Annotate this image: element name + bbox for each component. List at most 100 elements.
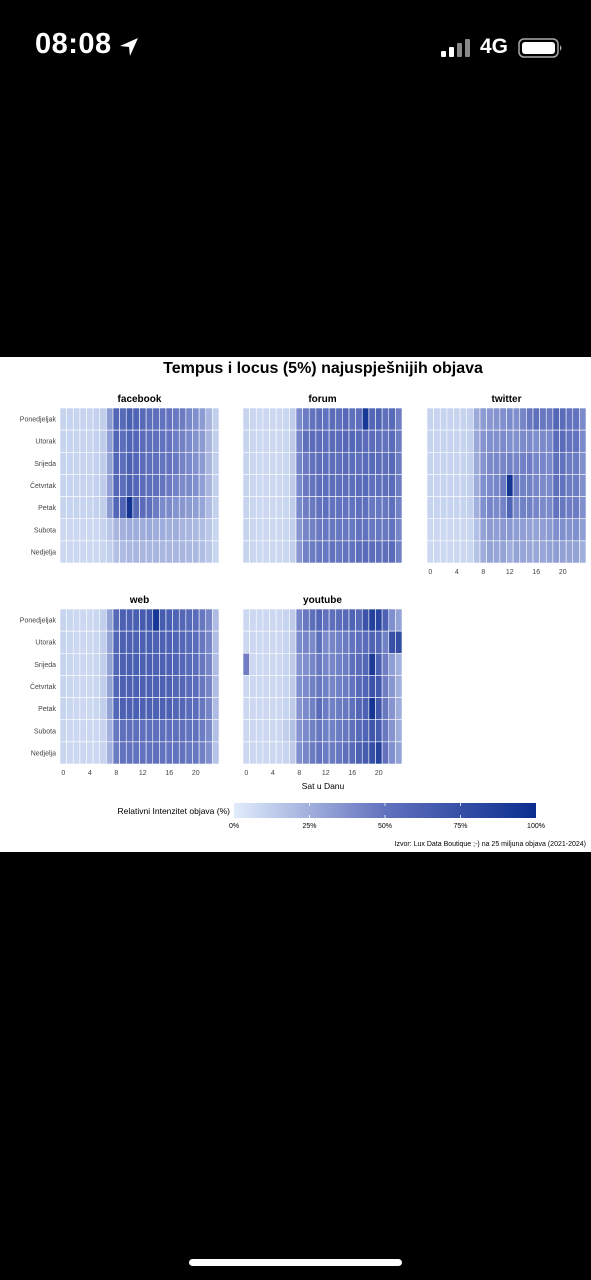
heatmap-cell <box>439 518 448 542</box>
heatmap-cell <box>355 741 363 765</box>
heatmap-cell <box>145 675 154 698</box>
legend-tick-label: 100% <box>527 823 545 830</box>
heatmap-cell <box>178 741 187 765</box>
heatmap-cell <box>388 675 396 698</box>
heatmap-cell <box>466 429 474 453</box>
heatmap-cell <box>322 608 330 632</box>
heatmap-cell <box>545 407 554 431</box>
heatmap-cell <box>466 451 474 475</box>
heatmap-cell <box>152 652 160 676</box>
heatmap-cell <box>159 474 167 497</box>
heatmap-cell <box>139 496 147 520</box>
heatmap-cell <box>375 697 383 721</box>
heatmap-cell <box>192 652 200 676</box>
heatmap-cell <box>72 652 81 676</box>
heatmap-cell <box>459 429 468 453</box>
heatmap-cell <box>426 429 434 453</box>
x-tick-label: 0 <box>428 569 432 576</box>
heatmap-cell <box>499 407 507 431</box>
heatmap-cell <box>165 518 173 542</box>
heatmap-cell <box>453 518 461 542</box>
heatmap-cell <box>289 608 297 632</box>
heatmap-cell <box>388 474 396 497</box>
heatmap-cell <box>335 608 343 632</box>
heatmap-cell <box>125 474 134 497</box>
heatmap-cell <box>355 474 363 497</box>
heatmap-cell <box>526 407 534 431</box>
heatmap-cell <box>348 429 356 453</box>
heatmap-cell <box>361 518 370 542</box>
heatmap-cell <box>381 719 390 743</box>
heatmap-cell <box>192 697 200 721</box>
heatmap-cell <box>328 719 337 743</box>
heatmap-cell <box>178 429 187 453</box>
heatmap-cell <box>92 652 101 676</box>
home-indicator[interactable] <box>189 1259 402 1266</box>
heatmap-cell <box>559 518 567 542</box>
heatmap-cell <box>86 741 94 765</box>
heatmap-cell <box>466 407 474 431</box>
heatmap-cell <box>368 630 376 654</box>
heatmap-cell <box>165 630 173 654</box>
heatmap-cell <box>59 741 67 765</box>
heatmap-cell <box>381 675 390 698</box>
heatmap-cell <box>381 451 390 475</box>
heatmap-cell <box>119 474 127 497</box>
heatmap-cell <box>512 496 521 520</box>
heatmap-cell <box>572 496 580 520</box>
heatmap-cell <box>532 496 540 520</box>
heatmap-cell <box>205 496 213 520</box>
heatmap-cell <box>178 496 187 520</box>
heatmap-cell <box>381 429 390 453</box>
heatmap-cell <box>86 429 94 453</box>
heatmap-cell <box>552 429 560 453</box>
heatmap-cell <box>295 429 303 453</box>
heatmap-cell <box>112 697 120 721</box>
heatmap-cell <box>519 429 527 453</box>
heatmap-cell <box>328 608 337 632</box>
heatmap-cell <box>565 429 574 453</box>
heatmap-cell <box>145 652 154 676</box>
heatmap-cell <box>172 518 180 542</box>
heatmap-cell <box>368 496 376 520</box>
heatmap-cell <box>159 630 167 654</box>
heatmap-cell <box>99 518 107 542</box>
heatmap-cell <box>79 675 87 698</box>
heatmap-cell <box>559 540 567 564</box>
heatmap-cell <box>433 407 441 431</box>
heatmap-cell <box>361 697 370 721</box>
heatmap-cell <box>565 518 574 542</box>
heatmap-cell <box>453 496 461 520</box>
heatmap-cell <box>125 741 134 765</box>
heatmap-cell <box>262 675 270 698</box>
heatmap-cell <box>342 652 350 676</box>
heatmap-cell <box>479 407 487 431</box>
location-arrow-icon <box>120 38 138 56</box>
heatmap-cell <box>119 719 127 743</box>
heatmap-cell <box>59 540 67 564</box>
heatmap-cell <box>368 675 376 698</box>
heatmap-cell <box>159 518 167 542</box>
heatmap-cell <box>86 630 94 654</box>
heatmap-cell <box>152 474 160 497</box>
legend-tick-label: 50% <box>378 823 392 830</box>
heatmap-cell <box>249 741 257 765</box>
heatmap-cell <box>152 630 160 654</box>
heatmap-cell <box>295 630 303 654</box>
heatmap-cell <box>112 496 120 520</box>
heatmap-cell <box>289 652 297 676</box>
heatmap-cell <box>459 451 468 475</box>
heatmap-cell <box>255 719 264 743</box>
heatmap-cell <box>302 474 310 497</box>
heatmap-cell <box>315 518 323 542</box>
heatmap-cell <box>212 608 220 632</box>
heatmap-cell <box>479 518 487 542</box>
heatmap-cell <box>125 608 134 632</box>
heatmap-cell <box>361 652 370 676</box>
heatmap-cell <box>262 496 270 520</box>
heatmap-cell <box>499 496 507 520</box>
heatmap-cell <box>262 518 270 542</box>
heatmap-cell <box>361 451 370 475</box>
heatmap-cell <box>375 608 383 632</box>
y-tick-label: Subota <box>34 527 56 534</box>
